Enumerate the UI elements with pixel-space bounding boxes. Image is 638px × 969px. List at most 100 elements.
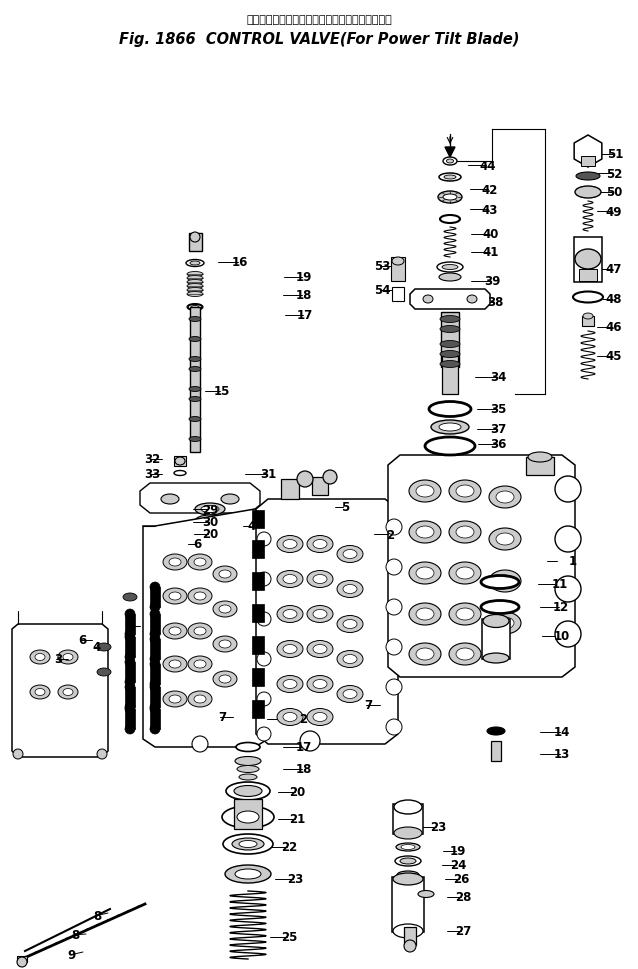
- Circle shape: [192, 736, 208, 752]
- Ellipse shape: [169, 592, 181, 601]
- Ellipse shape: [449, 521, 481, 544]
- Text: 6: 6: [78, 634, 86, 647]
- Ellipse shape: [423, 296, 433, 303]
- Circle shape: [13, 749, 23, 760]
- Bar: [150, 587, 160, 608]
- Ellipse shape: [194, 696, 206, 703]
- Text: 23: 23: [287, 873, 303, 886]
- Text: 41: 41: [483, 246, 499, 260]
- Ellipse shape: [277, 641, 303, 658]
- Ellipse shape: [496, 491, 514, 504]
- Ellipse shape: [163, 691, 187, 707]
- Ellipse shape: [189, 417, 201, 422]
- Ellipse shape: [188, 588, 212, 605]
- Bar: [574, 237, 602, 282]
- Bar: [441, 312, 459, 367]
- Ellipse shape: [35, 654, 45, 661]
- Ellipse shape: [189, 317, 201, 322]
- Circle shape: [125, 724, 135, 735]
- Ellipse shape: [449, 643, 481, 666]
- Ellipse shape: [576, 172, 600, 181]
- Text: 40: 40: [483, 229, 499, 241]
- Ellipse shape: [394, 828, 422, 839]
- Ellipse shape: [188, 656, 212, 672]
- Text: 51: 51: [607, 148, 623, 161]
- Text: 38: 38: [487, 297, 503, 309]
- Ellipse shape: [58, 685, 78, 700]
- Text: 11: 11: [552, 578, 568, 591]
- Ellipse shape: [440, 327, 460, 333]
- Ellipse shape: [481, 601, 519, 614]
- Ellipse shape: [169, 627, 181, 636]
- Text: 7: 7: [218, 711, 226, 724]
- Text: 54: 54: [374, 284, 390, 297]
- Ellipse shape: [163, 623, 187, 640]
- Circle shape: [150, 654, 160, 665]
- Circle shape: [555, 621, 581, 647]
- Text: 4: 4: [93, 641, 101, 654]
- Bar: [125, 663, 135, 682]
- Ellipse shape: [234, 786, 262, 797]
- Circle shape: [17, 957, 27, 967]
- Ellipse shape: [337, 546, 363, 563]
- Bar: [391, 258, 405, 282]
- Bar: [234, 799, 262, 829]
- Text: 19: 19: [296, 271, 312, 284]
- Circle shape: [257, 573, 271, 586]
- Text: 31: 31: [260, 468, 276, 481]
- Ellipse shape: [431, 421, 469, 434]
- Ellipse shape: [313, 680, 327, 689]
- Bar: [392, 288, 404, 301]
- Ellipse shape: [396, 843, 420, 851]
- Ellipse shape: [343, 620, 357, 629]
- Ellipse shape: [343, 690, 357, 699]
- Polygon shape: [256, 499, 398, 744]
- Ellipse shape: [395, 857, 421, 866]
- Ellipse shape: [221, 494, 239, 505]
- Text: 12: 12: [553, 601, 569, 614]
- Text: 22: 22: [281, 841, 297, 854]
- Ellipse shape: [169, 660, 181, 669]
- Bar: [581, 157, 595, 167]
- Ellipse shape: [438, 192, 462, 203]
- Ellipse shape: [440, 316, 460, 324]
- Circle shape: [257, 692, 271, 706]
- Ellipse shape: [194, 660, 206, 669]
- Bar: [312, 478, 328, 495]
- Bar: [252, 669, 264, 686]
- Ellipse shape: [237, 766, 259, 772]
- Text: 50: 50: [606, 186, 622, 200]
- Ellipse shape: [409, 481, 441, 503]
- Bar: [188, 234, 202, 252]
- Circle shape: [300, 732, 320, 751]
- Ellipse shape: [400, 859, 416, 864]
- Text: 23: 23: [430, 821, 446, 833]
- Text: 9: 9: [68, 949, 76, 961]
- Ellipse shape: [30, 685, 50, 700]
- Ellipse shape: [189, 337, 201, 342]
- Circle shape: [125, 703, 135, 712]
- Circle shape: [386, 640, 402, 655]
- Bar: [252, 637, 264, 654]
- Text: 13: 13: [554, 748, 570, 761]
- Text: 7: 7: [364, 699, 372, 712]
- Ellipse shape: [187, 284, 203, 289]
- Ellipse shape: [449, 604, 481, 625]
- Ellipse shape: [456, 485, 474, 497]
- Circle shape: [257, 652, 271, 667]
- Bar: [125, 709, 135, 730]
- Ellipse shape: [194, 558, 206, 567]
- Ellipse shape: [232, 838, 264, 850]
- Ellipse shape: [307, 571, 333, 588]
- Ellipse shape: [195, 527, 225, 540]
- Text: 2: 2: [386, 529, 394, 542]
- Ellipse shape: [187, 272, 203, 277]
- Ellipse shape: [235, 757, 261, 766]
- Ellipse shape: [425, 438, 475, 455]
- Circle shape: [125, 677, 135, 687]
- Circle shape: [555, 577, 581, 603]
- Ellipse shape: [283, 713, 297, 722]
- Ellipse shape: [189, 437, 201, 442]
- Circle shape: [150, 704, 160, 714]
- Ellipse shape: [444, 175, 456, 180]
